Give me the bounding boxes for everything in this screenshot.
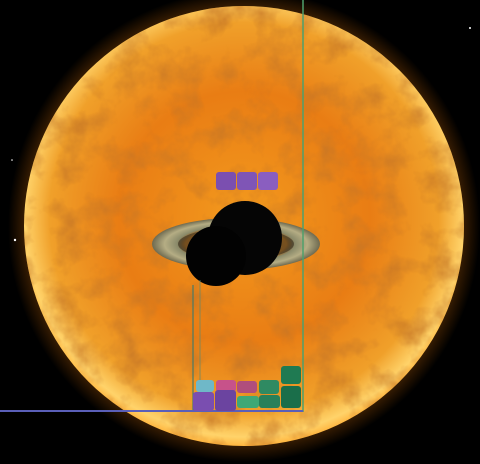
block: [259, 380, 279, 394]
block: [259, 395, 280, 408]
stars: [11, 27, 471, 242]
block: [281, 366, 301, 384]
star: [469, 27, 471, 29]
block: [196, 380, 214, 392]
block: [237, 396, 259, 408]
block: [258, 172, 278, 190]
block: [216, 380, 236, 392]
stack: [193, 366, 301, 411]
falling-piece: [216, 172, 278, 190]
block: [193, 392, 214, 411]
star: [13, 238, 17, 242]
block: [216, 172, 236, 190]
block: [237, 381, 257, 393]
star: [11, 159, 13, 161]
block: [215, 390, 236, 411]
block: [237, 172, 257, 190]
block: [281, 386, 301, 408]
sphere: [186, 226, 246, 286]
